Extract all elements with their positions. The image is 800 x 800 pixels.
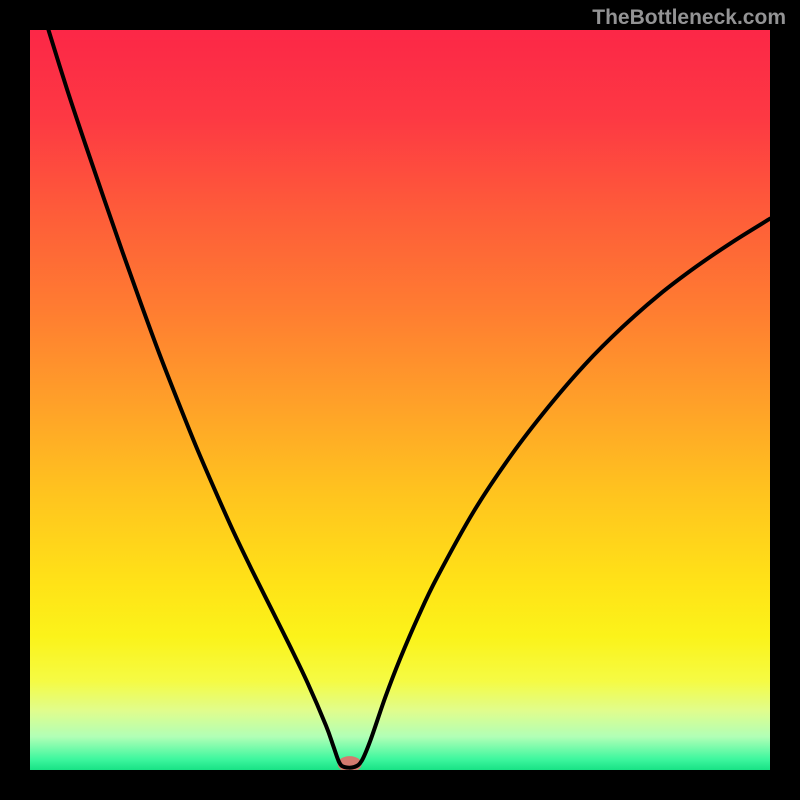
watermark-text: TheBottleneck.com <box>592 6 786 30</box>
bottleneck-chart <box>0 0 800 800</box>
chart-container: TheBottleneck.com <box>0 0 800 800</box>
